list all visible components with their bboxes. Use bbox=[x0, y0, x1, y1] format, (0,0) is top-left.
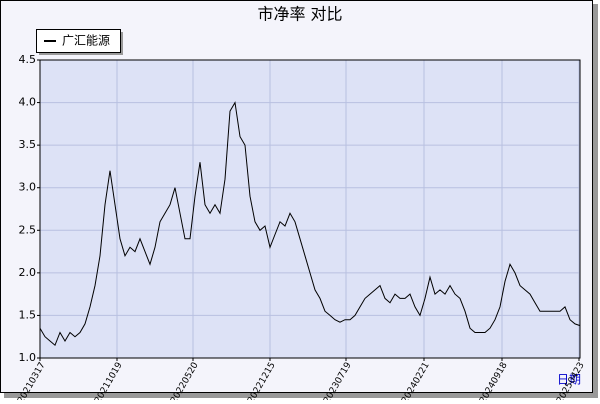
plot-border bbox=[39, 59, 581, 359]
y-tick-label: 1.0 bbox=[19, 351, 37, 364]
x-axis-label: 日期 bbox=[557, 373, 581, 387]
y-tick-label: 3.0 bbox=[19, 181, 37, 194]
legend-label: 广汇能源 bbox=[62, 34, 110, 48]
y-tick-label: 4.5 bbox=[19, 53, 37, 66]
plot-area bbox=[40, 60, 580, 358]
y-tick-label: 4.0 bbox=[19, 96, 37, 109]
y-tick-label: 2.0 bbox=[19, 266, 37, 279]
y-tick-label: 3.5 bbox=[19, 138, 37, 151]
y-tick-label: 1.5 bbox=[19, 308, 37, 321]
chart-title: 市净率 对比 bbox=[257, 5, 342, 24]
legend bbox=[36, 29, 121, 53]
series-line bbox=[39, 101, 581, 347]
y-tick-label: 2.5 bbox=[19, 223, 37, 236]
